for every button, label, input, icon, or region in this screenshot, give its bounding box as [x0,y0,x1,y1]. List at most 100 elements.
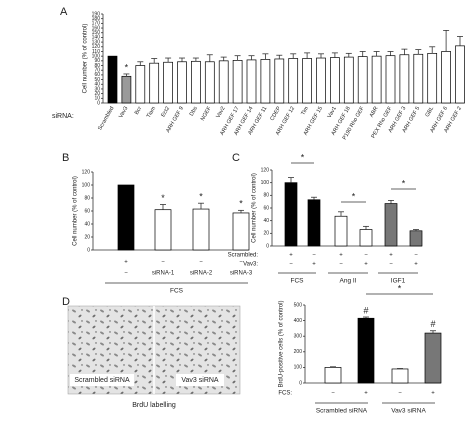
y-tick-label: 10 [94,96,100,102]
group-label: Scrambled siRNA [316,408,368,415]
x-tick-label: Tiam [146,105,157,119]
panel-letter: C [232,152,240,164]
y-tick-label: 0 [299,380,302,386]
y-tick-label: 110 [92,49,100,55]
bar [117,184,135,251]
condition-label: − [398,391,402,397]
bar [316,57,326,104]
y-tick-label: 160 [92,25,101,31]
y-tick-label: 20 [94,91,100,97]
x-tick-label: Vav1 [327,106,338,120]
image-label: Vav3 siRNA [181,377,219,384]
bar [324,367,342,384]
y-tick-label: 0 [97,100,100,106]
condition-label: siRNA-3 [230,271,253,277]
y-tick-label: 20 [84,234,90,240]
bar [357,317,375,384]
y-tick-label: 20 [263,231,269,237]
image-label-box [176,374,224,386]
bar [284,182,298,247]
bar [391,368,409,384]
condition-label: − [414,253,418,259]
y-tick-label: 70 [94,68,100,74]
y-tick-label: 50 [94,77,100,83]
condition-label: − [199,260,203,266]
y-axis-label: Cell number (% of control) [252,173,258,243]
condition-label: + [124,260,128,266]
condition-label: − [239,260,243,266]
y-axis-label: Cell number (% of control) [83,24,89,94]
significance-marker: * [402,178,406,188]
row-label: siRNA: [52,113,74,120]
row-label: FCS: [278,391,292,397]
image-label-box [70,374,134,386]
y-tick-label: 170 [92,21,101,27]
bar [163,61,173,104]
significance-marker: * [199,192,203,202]
bar [154,209,172,251]
condition-label: − [124,271,128,277]
x-tick-label: Bcr [134,106,143,116]
y-axis-label: Cell number (% of control) [73,176,79,246]
bar [288,58,299,104]
x-tick-label: Ect2 [160,106,171,119]
significance-marker: * [301,152,305,162]
condition-label: + [289,253,293,259]
bar [232,212,250,251]
y-tick-label: 30 [94,86,100,92]
y-tick-label: 40 [84,221,90,227]
condition-label: siRNA-1 [152,271,175,277]
bar [399,54,410,104]
group-label: Ang II [340,278,357,285]
x-tick-label: ABR [369,106,380,119]
bar [409,230,423,247]
condition-label: − [289,262,293,268]
bar [177,61,187,104]
bar [307,199,321,247]
bar [424,332,442,384]
bar [330,57,340,104]
image-label: Scrambled siRNA [74,377,130,384]
condition-label: − [339,262,343,268]
row-label: Vav3: [243,262,258,268]
significance-marker: # [363,305,368,315]
bar [274,58,285,104]
y-tick-label: 60 [84,208,90,214]
group-label: IGF1 [391,278,406,285]
y-tick-label: 80 [263,193,269,199]
condition-label: − [331,391,335,397]
bar [218,60,229,104]
condition-label: − [389,262,393,268]
condition-label: − [312,253,316,259]
y-tick-label: 60 [94,72,100,78]
y-tick-label: 150 [92,30,101,36]
group-label: Vav3 siRNA [391,408,426,415]
y-tick-label: 60 [263,205,269,211]
x-tick-label: Vav2 [215,106,226,120]
significance-marker: * [239,199,243,209]
x-tick-label: Scrambled [97,106,115,132]
y-tick-label: 100 [82,182,91,188]
bar [343,56,354,104]
bar [149,62,160,104]
condition-label: + [312,262,316,268]
bar [232,60,243,104]
condition-label: + [364,262,368,268]
bar [246,59,257,104]
significance-marker: * [398,283,402,293]
y-tick-label: 300 [294,334,303,340]
group-label: FCS [170,288,184,295]
y-tick-label: 80 [94,63,100,69]
panel-letter: A [60,6,68,18]
y-tick-label: 90 [94,58,100,64]
condition-label: + [364,391,368,397]
bar [413,53,424,104]
bar [384,203,398,247]
y-tick-label: 180 [92,16,101,22]
condition-label: − [161,260,165,266]
y-tick-label: 120 [261,167,270,173]
y-tick-label: 130 [92,39,101,45]
bar [260,59,271,104]
x-tick-label: Vav3 [118,106,129,120]
y-tick-label: 80 [84,195,90,201]
